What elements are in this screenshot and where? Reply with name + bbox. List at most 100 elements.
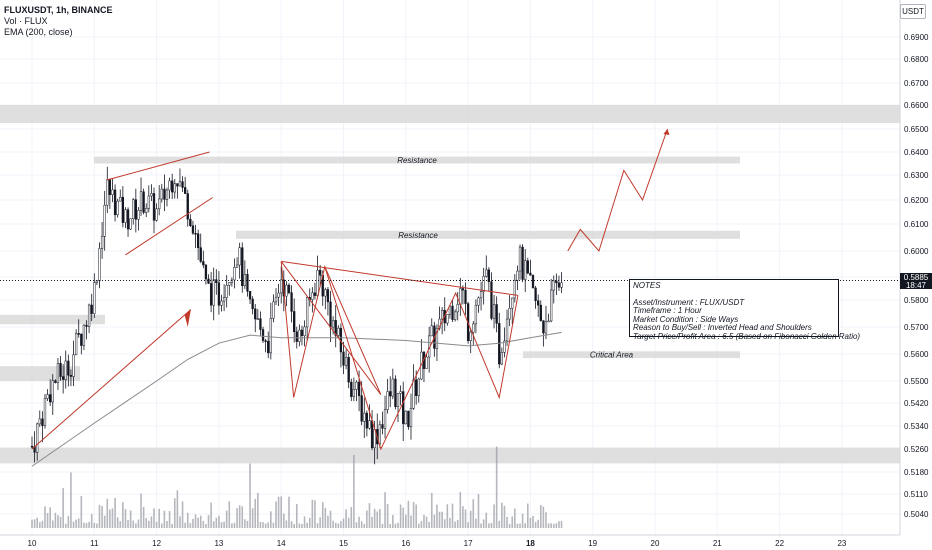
candle-body <box>108 179 112 195</box>
volume-bar <box>443 519 446 528</box>
candle-body <box>246 274 249 292</box>
candle-body <box>95 280 99 283</box>
volume-bar <box>353 455 355 528</box>
trend-line <box>125 197 213 256</box>
candle-body <box>399 391 402 394</box>
candle-body <box>51 380 54 403</box>
volume-bar <box>220 522 223 528</box>
candle-body <box>391 378 394 397</box>
volume-bar <box>552 523 555 528</box>
candle-body <box>280 279 283 294</box>
ema-legend: EMA (200, close) <box>4 27 73 37</box>
candle-body <box>158 198 161 210</box>
volume-bar <box>70 472 72 528</box>
volume-bar <box>290 521 293 528</box>
volume-bar <box>534 521 537 528</box>
candle-body <box>74 333 78 356</box>
candle-body <box>529 272 532 276</box>
time-tick-label: 21 <box>713 539 722 548</box>
candle-body <box>352 389 356 397</box>
candle-body <box>121 196 125 223</box>
volume-bar <box>116 517 119 528</box>
volume-bar <box>295 504 298 528</box>
zone-rect <box>94 156 740 164</box>
volume-bar <box>80 495 83 528</box>
volume-bar <box>137 519 140 528</box>
candle-body <box>477 297 480 306</box>
volume-bar <box>469 510 472 528</box>
volume-bar <box>379 509 381 528</box>
volume-bar <box>72 521 75 528</box>
volume-bar <box>41 520 44 528</box>
candle-body <box>547 320 550 323</box>
volume-bar <box>555 523 558 528</box>
price-tick-label: 0.6700 <box>904 79 929 88</box>
candle-body <box>368 420 371 429</box>
time-tick-label: 10 <box>28 539 37 548</box>
volume-bar <box>402 507 405 528</box>
volume-bar <box>508 523 511 528</box>
candle-body <box>451 305 454 320</box>
current-price-tag: 0.5885 18:47 <box>900 273 932 290</box>
volume-bar <box>77 518 80 528</box>
volume-bar <box>306 522 308 528</box>
time-tick-label: 15 <box>339 539 348 548</box>
time-tick-label: 20 <box>651 539 660 548</box>
price-tick-label: 0.5600 <box>904 350 929 359</box>
time-tick-label: 19 <box>588 539 597 548</box>
volume-bar <box>98 504 101 528</box>
ema-line <box>31 331 562 467</box>
volume-bar <box>438 511 441 528</box>
note-line: Timeframe : 1 Hour <box>633 306 702 316</box>
candle-body <box>67 360 70 376</box>
zone-rect <box>0 447 900 464</box>
projection-arrow <box>663 129 670 135</box>
volume-bar <box>506 516 508 528</box>
zone-rect <box>0 105 900 123</box>
volume-bar <box>477 493 480 528</box>
volume-bar <box>96 523 98 528</box>
arrow-head <box>184 309 191 327</box>
volume-bar <box>49 507 51 528</box>
current-price: 0.5885 <box>903 273 929 282</box>
candle-body <box>238 247 241 266</box>
candle-body <box>41 418 44 426</box>
candle-body <box>326 289 330 303</box>
candle-body <box>98 248 101 282</box>
volume-bar <box>241 506 244 528</box>
price-tick-label: 0.5110 <box>904 490 928 499</box>
candle-body <box>220 300 223 306</box>
zone-label: Critical Area <box>590 351 634 360</box>
candle-body <box>344 357 348 366</box>
candle-body <box>453 311 457 320</box>
volume-bar <box>228 501 231 528</box>
candle-body <box>93 282 96 314</box>
price-tick-label: 0.5500 <box>904 377 929 386</box>
volume-bar <box>329 510 332 528</box>
volume-bar <box>44 506 46 528</box>
price-tick-label: 0.6800 <box>904 55 929 64</box>
volume-bar <box>480 523 482 528</box>
projection-path <box>567 128 670 253</box>
price-tick-label: 0.5420 <box>904 399 929 408</box>
volume-bar <box>135 523 137 528</box>
notes-box[interactable]: NOTES Asset/Instrument : FLUX/USDT Timef… <box>629 279 860 341</box>
volume-bar <box>467 522 469 528</box>
volume-bar <box>436 504 438 528</box>
volume-bar <box>85 523 88 528</box>
volume-bar <box>332 520 334 528</box>
volume-bar <box>485 512 488 528</box>
candle-body <box>137 210 140 220</box>
candle-body <box>191 225 195 234</box>
time-tick-label: 16 <box>401 539 410 548</box>
volume-bar <box>57 515 59 528</box>
currency-button[interactable]: USDT <box>900 4 926 19</box>
candle-body <box>119 196 122 202</box>
zone-rect <box>523 351 740 359</box>
volume-bar <box>345 509 347 528</box>
candle-body <box>316 269 319 296</box>
candle-body <box>241 247 244 287</box>
candle-body <box>550 289 553 322</box>
candle-body <box>59 363 62 377</box>
